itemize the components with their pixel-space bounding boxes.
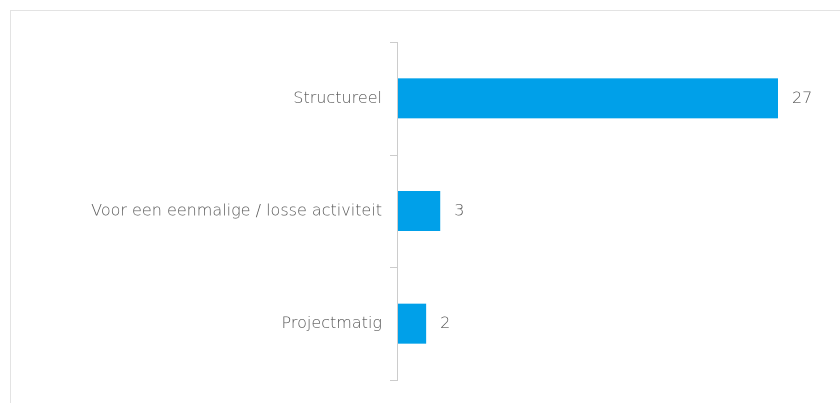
value-label: 2	[440, 313, 450, 332]
value-label: 27	[792, 88, 812, 107]
category-label: Voor een eenmalige / losse activiteit	[91, 201, 382, 220]
bar	[398, 78, 778, 119]
bar	[398, 191, 441, 231]
category-label: Structureel	[293, 88, 382, 107]
bar	[398, 303, 427, 344]
value-label: 3	[454, 201, 464, 220]
category-label: Projectmatig	[282, 313, 382, 332]
